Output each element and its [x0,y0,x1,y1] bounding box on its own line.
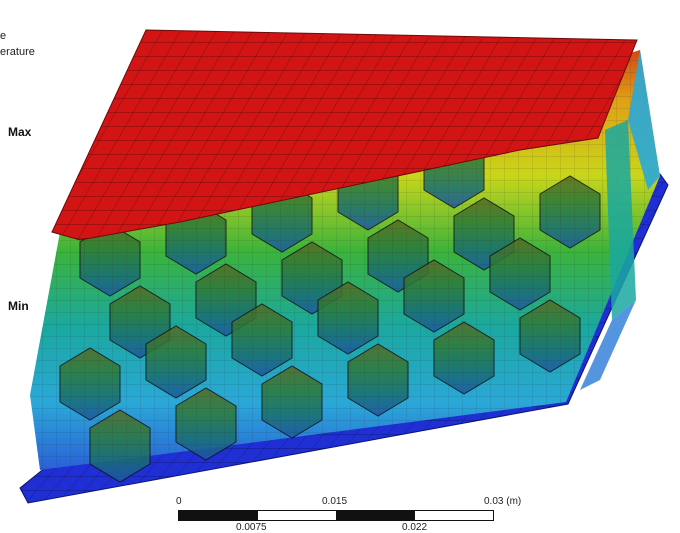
scale-bar-seg-1 [179,511,258,520]
legend-title-line1: e [0,30,7,42]
scale-bar-seg-3 [336,511,415,520]
scale-bar [178,510,494,521]
scale-label-0015: 0.015 [322,496,348,507]
right-side-fins [580,50,660,390]
top-plate [51,29,638,241]
scale-label-0: 0 [176,496,182,507]
legend-title-line2: erature [0,46,35,58]
scale-label-00075: 0.0075 [236,522,267,533]
scale-label-003: 0.03 (m) [484,496,522,507]
legend-min-label: Min [8,299,29,313]
legend-max-label: Max [8,125,32,139]
scale-label-0022: 0.022 [402,522,428,533]
